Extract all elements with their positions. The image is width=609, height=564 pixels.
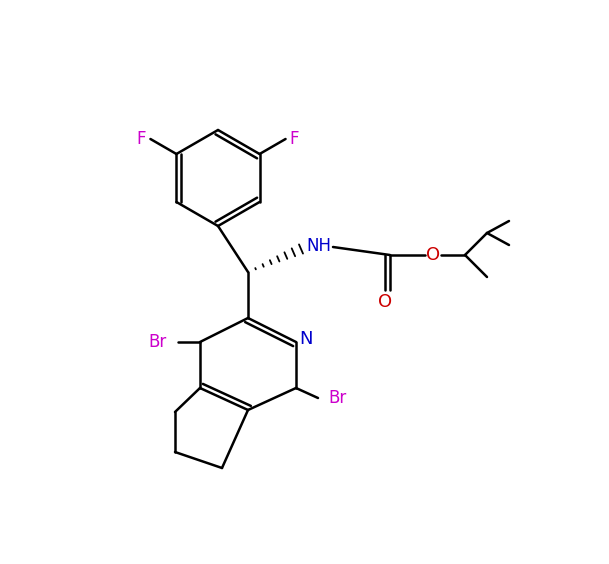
- Text: N: N: [299, 330, 313, 348]
- Text: O: O: [378, 293, 392, 311]
- Text: Br: Br: [149, 333, 167, 351]
- Text: F: F: [136, 130, 146, 148]
- Text: Br: Br: [329, 389, 347, 407]
- Text: NH: NH: [306, 237, 331, 255]
- Text: F: F: [290, 130, 299, 148]
- Text: O: O: [426, 246, 440, 264]
